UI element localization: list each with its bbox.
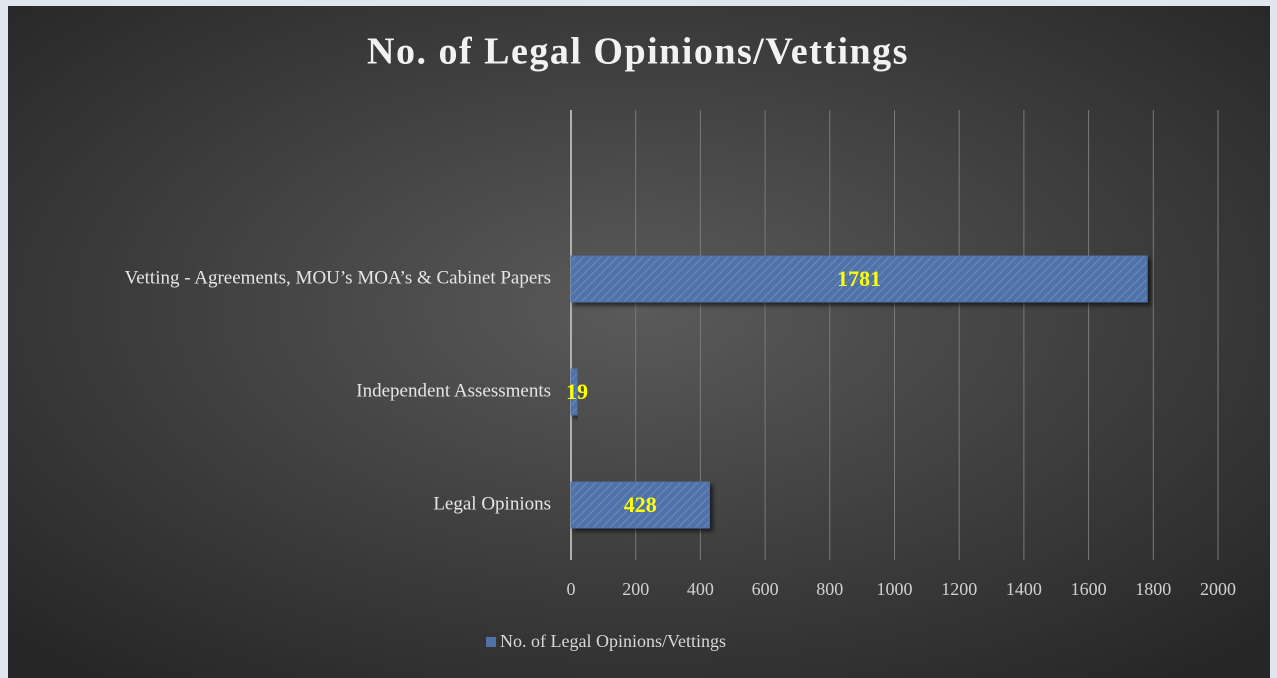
data-label: 1781 bbox=[837, 266, 881, 291]
x-tick-label: 1200 bbox=[941, 579, 977, 599]
y-tick-label: Independent Assessments bbox=[356, 380, 551, 401]
x-tick-label: 2000 bbox=[1200, 579, 1236, 599]
legend-label: No. of Legal Opinions/Vettings bbox=[500, 631, 726, 651]
x-tick-label: 400 bbox=[687, 579, 714, 599]
data-label: 19 bbox=[566, 379, 588, 404]
x-tick-label: 600 bbox=[752, 579, 779, 599]
background bbox=[8, 6, 1270, 678]
bar bbox=[570, 368, 578, 416]
bar bbox=[570, 481, 710, 529]
legend-swatch bbox=[486, 637, 496, 647]
x-tick-label: 1600 bbox=[1071, 579, 1107, 599]
x-tick-label: 200 bbox=[622, 579, 649, 599]
bar bbox=[570, 255, 1148, 303]
data-label: 428 bbox=[624, 492, 657, 517]
x-tick-label: 800 bbox=[816, 579, 843, 599]
y-tick-label: Vetting - Agreements, MOU’s MOA’s & Cabi… bbox=[125, 267, 551, 288]
x-tick-label: 0 bbox=[567, 579, 576, 599]
x-tick-label: 1000 bbox=[877, 579, 913, 599]
chart-title: No. of Legal Opinions/Vettings bbox=[367, 31, 909, 73]
x-tick-label: 1800 bbox=[1135, 579, 1171, 599]
x-tick-label: 1400 bbox=[1006, 579, 1042, 599]
y-tick-label: Legal Opinions bbox=[433, 493, 551, 514]
